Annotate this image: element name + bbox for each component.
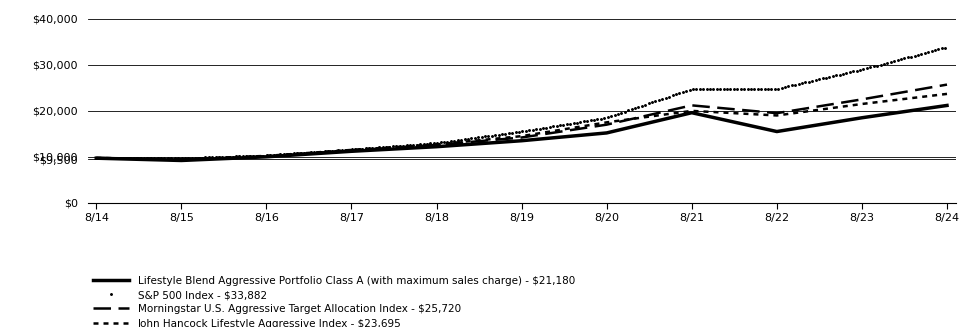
Legend: Lifestyle Blend Aggressive Portfolio Class A (with maximum sales charge) - $21,1: Lifestyle Blend Aggressive Portfolio Cla… [93, 275, 575, 327]
